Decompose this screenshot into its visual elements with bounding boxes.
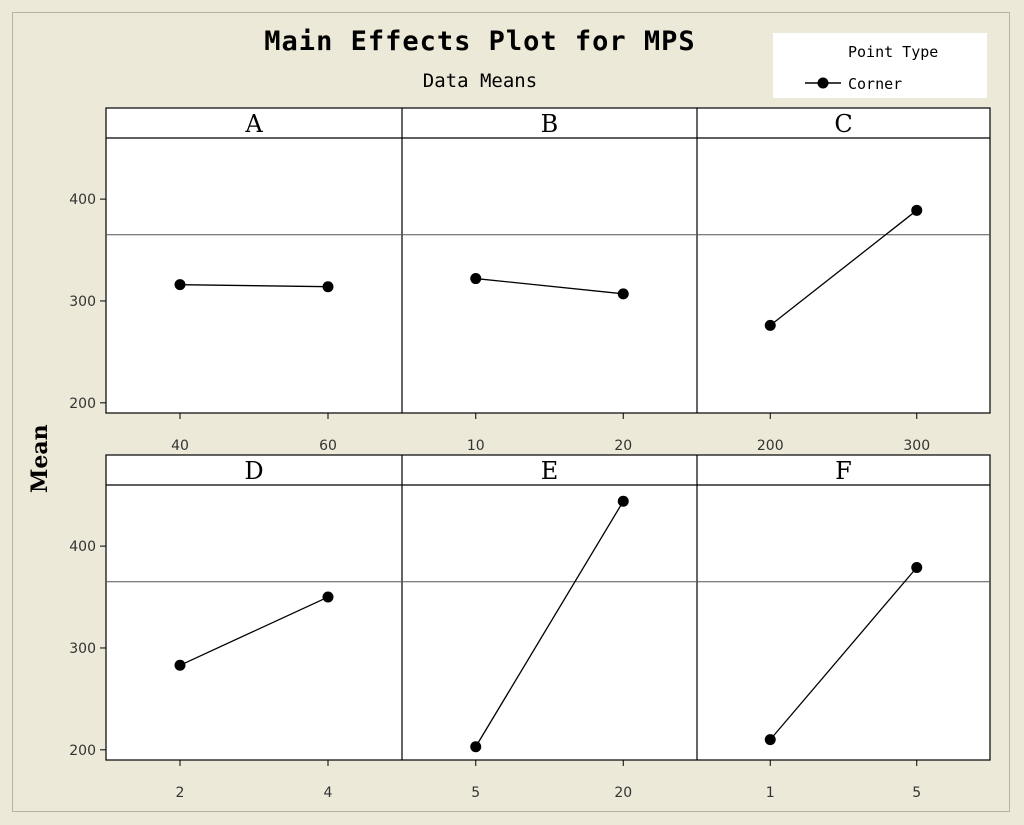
x-tick-label: 10: [467, 438, 485, 454]
x-tick-label: 60: [319, 438, 337, 454]
panel-title-a: A: [244, 110, 263, 138]
x-tick-label: 5: [912, 785, 921, 801]
legend-title: Point Type: [848, 43, 939, 61]
data-point-b-20: [617, 288, 629, 300]
x-tick-label: 4: [324, 785, 333, 801]
chart-subtitle: Data Means: [422, 70, 538, 92]
y-tick-label: 400: [69, 539, 96, 555]
x-tick-label: 40: [171, 438, 189, 454]
x-tick-label: 20: [614, 785, 632, 801]
data-point-a-40: [174, 279, 186, 291]
panel-title-d: D: [244, 457, 263, 485]
y-tick-label: 200: [69, 743, 96, 759]
data-point-e-20: [617, 495, 629, 507]
panel-row-frame: [105, 107, 991, 414]
legend-marker-icon: [805, 77, 841, 89]
data-point-b-10: [470, 273, 482, 285]
x-tick-label: 200: [757, 438, 784, 454]
series-line-e: [475, 500, 624, 748]
data-point-f-1: [764, 734, 776, 746]
panel-title-c: C: [834, 110, 852, 138]
series-line-d: [179, 596, 329, 666]
y-tick-label: 300: [69, 294, 96, 310]
data-point-d-4: [322, 591, 334, 603]
series-line-c: [769, 209, 918, 326]
panel-title-e: E: [541, 457, 559, 485]
panel-row-frame: [105, 454, 991, 761]
data-point-c-300: [911, 204, 923, 216]
x-tick-label: 5: [471, 785, 480, 801]
data-point-e-5: [470, 741, 482, 753]
legend-entry-corner: Corner: [848, 75, 903, 93]
panel-title-b: B: [541, 110, 559, 138]
x-tick-label: 1: [766, 785, 775, 801]
y-tick-label: 300: [69, 641, 96, 657]
data-point-f-5: [911, 562, 923, 573]
series-line-a: [179, 284, 329, 288]
x-tick-label: 300: [903, 438, 930, 454]
series-line-f: [769, 567, 918, 741]
panel-title-f: F: [835, 457, 852, 485]
legend: Point Type Corner: [773, 33, 987, 98]
y-tick-label: 200: [69, 396, 96, 412]
x-tick-label: 2: [176, 785, 185, 801]
data-point-c-200: [764, 319, 776, 331]
series-line-b: [475, 277, 624, 295]
data-point-d-2: [174, 659, 186, 671]
y-tick-label: 400: [69, 192, 96, 208]
chart-title: Main Effects Plot for MPS: [264, 26, 696, 57]
x-tick-label: 20: [614, 438, 632, 454]
data-point-a-60: [322, 281, 334, 293]
